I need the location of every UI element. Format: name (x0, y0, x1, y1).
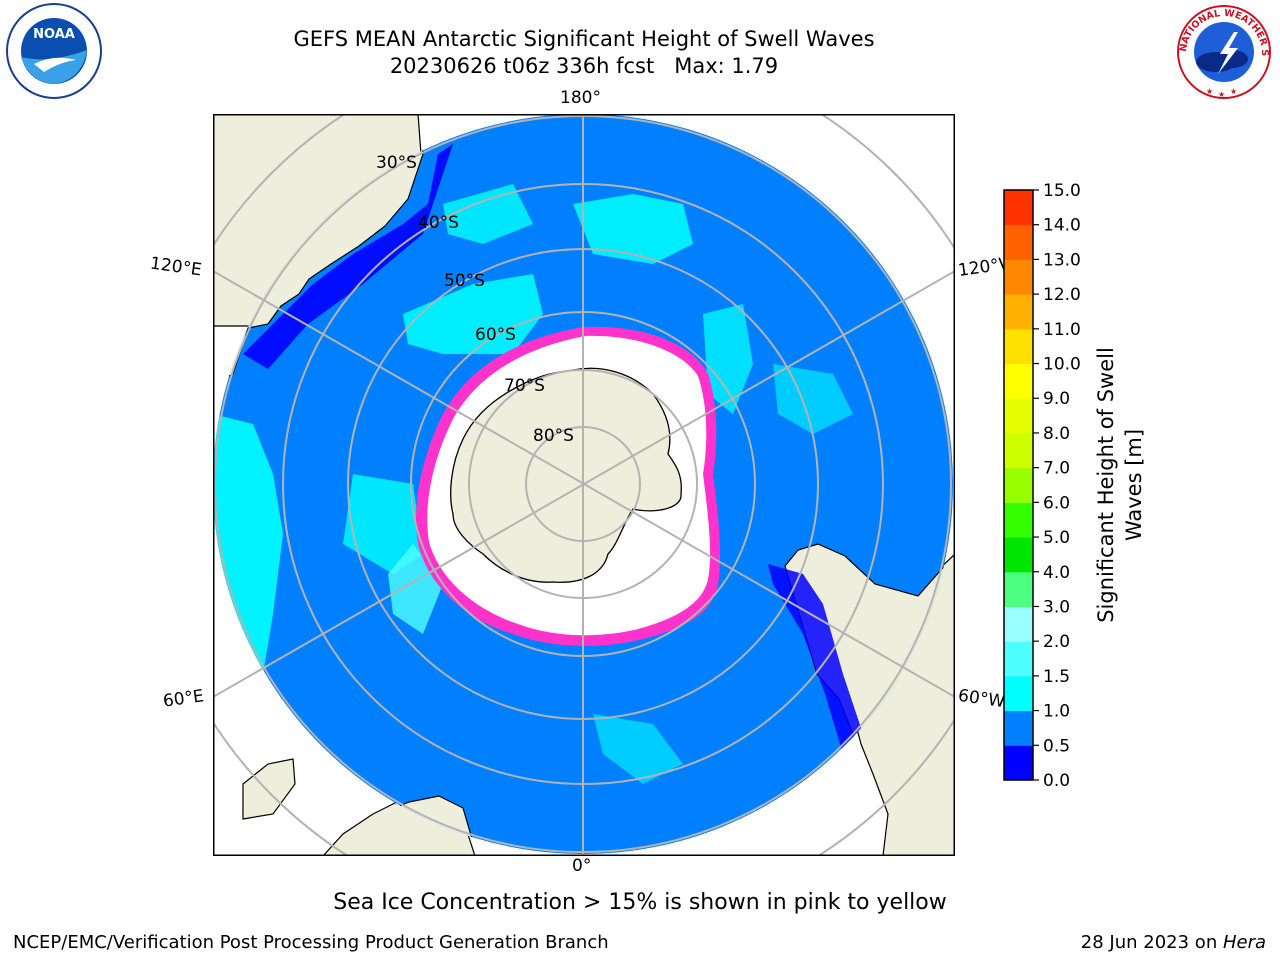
colorbar-tick-label: 14.0 (1043, 216, 1081, 236)
nws-logo: NATIONAL WEATHER SERVICE ★ ★ ★ (1168, 0, 1276, 104)
lat-label-50s: 50°S (444, 271, 485, 291)
lon-label-120e: 120°E (148, 253, 203, 281)
chart-subtitle: 20230626 t06z 336h fcst Max: 1.79 (389, 54, 779, 78)
lat-label-80s: 80°S (533, 426, 574, 446)
colorbar-segment (1004, 606, 1033, 642)
colorbar-segment (1004, 398, 1033, 434)
colorbar-tick-label: 5.0 (1043, 528, 1070, 548)
footer-credit: NCEP/EMC/Verification Post Processing Pr… (13, 932, 609, 953)
colorbar-tick-label: 3.0 (1043, 597, 1070, 617)
sea-ice-note: Sea Ice Concentration > 15% is shown in … (333, 890, 947, 915)
colorbar: 0.0 0.5 1.0 1.5 2.0 3.0 4.0 5.0 6.0 7.0 8.0 9.0 10.0… (1000, 180, 1100, 794)
colorbar-tick-label: 15.0 (1043, 181, 1081, 201)
lat-label-70s: 70°S (504, 376, 545, 396)
colorbar-segment (1004, 363, 1033, 399)
noaa-logo-text: NOAA (33, 27, 75, 42)
colorbar-tick-label: 13.0 (1043, 250, 1081, 270)
chart-title: GEFS MEAN Antarctic Significant Height o… (293, 27, 875, 51)
colorbar-segment (1004, 190, 1033, 226)
land-antarctica (450, 367, 682, 583)
colorbar-segment (1004, 537, 1033, 573)
colorbar-tick-label: 0.5 (1043, 736, 1070, 756)
colorbar-tick-label: 0.0 (1043, 771, 1070, 790)
svg-text:★: ★ (1230, 87, 1237, 96)
footer-date-text: 28 Jun 2023 on (1080, 932, 1223, 953)
colorbar-segment (1004, 571, 1033, 607)
colorbar-label-line1: Significant Height of Swell (1094, 347, 1118, 623)
colorbar-frame (1003, 189, 1034, 781)
footer-host: Hera (1222, 932, 1266, 953)
lat-label-60s: 60°S (475, 325, 516, 345)
colorbar-tick-label: 1.5 (1043, 667, 1070, 687)
colorbar-tick-label: 6.0 (1043, 493, 1070, 513)
colorbar-segment (1004, 432, 1033, 469)
colorbar-segment (1004, 294, 1033, 330)
lat-label-40s: 40°S (418, 213, 459, 233)
colorbar-segment (1004, 502, 1033, 538)
footer-date: 28 Jun 2023 on Hera (1081, 932, 1266, 953)
colorbar-tick-label: 9.0 (1043, 389, 1070, 409)
colorbar-tick-label: 12.0 (1043, 285, 1081, 305)
colorbar-segment (1004, 259, 1033, 295)
colorbar-tick-label: 10.0 (1043, 355, 1081, 375)
colorbar-segment (1004, 675, 1033, 712)
noaa-logo: NOAA (4, 2, 104, 104)
colorbar-segment (1004, 745, 1033, 781)
colorbar-segment (1004, 467, 1033, 503)
colorbar-label-line2: Waves [m] (1122, 428, 1146, 542)
colorbar-tick-label: 7.0 (1043, 459, 1070, 479)
lon-label-60e: 60°E (161, 686, 206, 712)
colorbar-tick-label: 8.0 (1043, 424, 1070, 444)
colorbar-tick-label: 2.0 (1043, 632, 1070, 652)
lon-label-180: 180° (560, 88, 601, 108)
colorbar-segment (1004, 710, 1033, 746)
colorbar-tick-label: 4.0 (1043, 563, 1070, 583)
lon-label-60w: 60°W (956, 685, 1007, 713)
colorbar-tick-label: 11.0 (1043, 320, 1081, 340)
colorbar-segment (1004, 224, 1033, 260)
colorbar-tick-label: 1.0 (1043, 702, 1070, 722)
svg-text:★: ★ (1206, 87, 1213, 96)
svg-text:★: ★ (1218, 90, 1225, 99)
polar-map (213, 114, 955, 860)
lon-label-0: 0° (572, 856, 592, 876)
colorbar-segment (1004, 328, 1033, 365)
lat-label-30s: 30°S (376, 153, 417, 173)
land-madagascar (242, 758, 296, 820)
colorbar-segment (1004, 641, 1033, 677)
